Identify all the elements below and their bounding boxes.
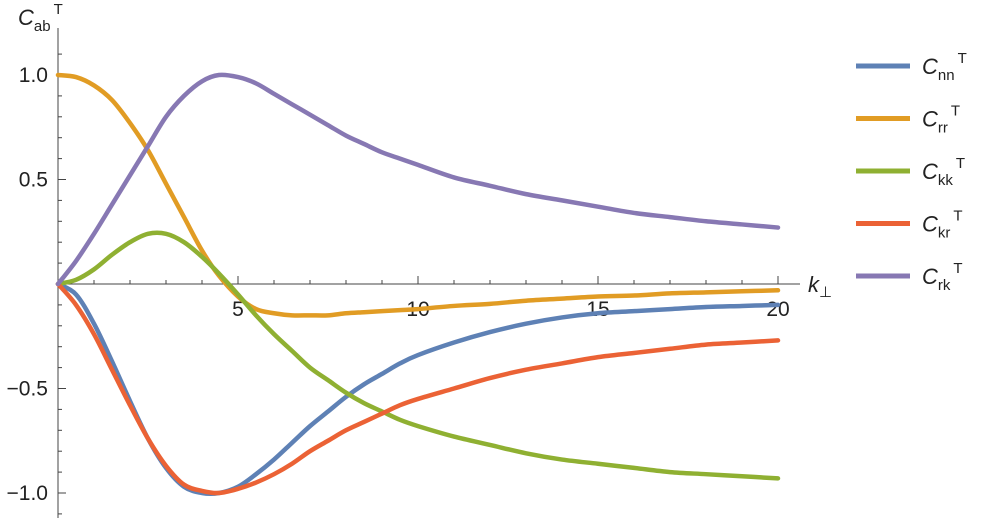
- legend-label-kk: CkkT: [922, 155, 965, 189]
- legend-label-subscript: kk: [938, 172, 954, 189]
- legend-label-kr: CkrT: [922, 208, 963, 242]
- legend-label-subscript: rk: [938, 277, 951, 294]
- x-tick-label: 20: [766, 298, 789, 321]
- legend-label-rk: CrkT: [922, 260, 963, 294]
- y-tick-label: −1.0: [7, 482, 48, 505]
- y-tick-label: −0.5: [7, 378, 48, 401]
- legend-label-superscript: T: [953, 260, 962, 277]
- x-axis-title: k⊥: [808, 272, 832, 301]
- series-line-kr: [55, 281, 781, 496]
- axis-titles: CabT k⊥: [18, 1, 832, 301]
- legend: CnnT CrrT CkkT CkrT CrkT: [856, 50, 967, 294]
- y-axis-title-superscript: T: [54, 1, 63, 18]
- legend-label-nn: CnnT: [922, 50, 967, 84]
- x-axis-title-subscript: ⊥: [819, 284, 832, 301]
- legend-label-rr: CrrT: [922, 103, 960, 137]
- legend-label-subscript: nn: [938, 67, 955, 84]
- y-tick-label: 0.5: [19, 169, 48, 192]
- series-lines: [55, 72, 781, 497]
- axes: [57, 28, 800, 518]
- series-line-kk: [55, 230, 781, 481]
- legend-label-superscript: T: [958, 50, 967, 67]
- legend-label-subscript: kr: [938, 225, 951, 242]
- legend-label-superscript: T: [953, 208, 962, 225]
- y-tick-label: 1.0: [19, 64, 48, 87]
- y-axis-title-subscript: ab: [34, 18, 51, 35]
- legend-label-superscript: T: [956, 155, 965, 172]
- legend-label-subscript: rr: [938, 120, 948, 137]
- series-line-rk: [55, 72, 781, 287]
- legend-label-superscript: T: [951, 103, 960, 120]
- x-tick-label: 15: [586, 298, 609, 321]
- y-axis-title: CabT: [18, 1, 63, 35]
- x-tick-label: 5: [232, 298, 244, 321]
